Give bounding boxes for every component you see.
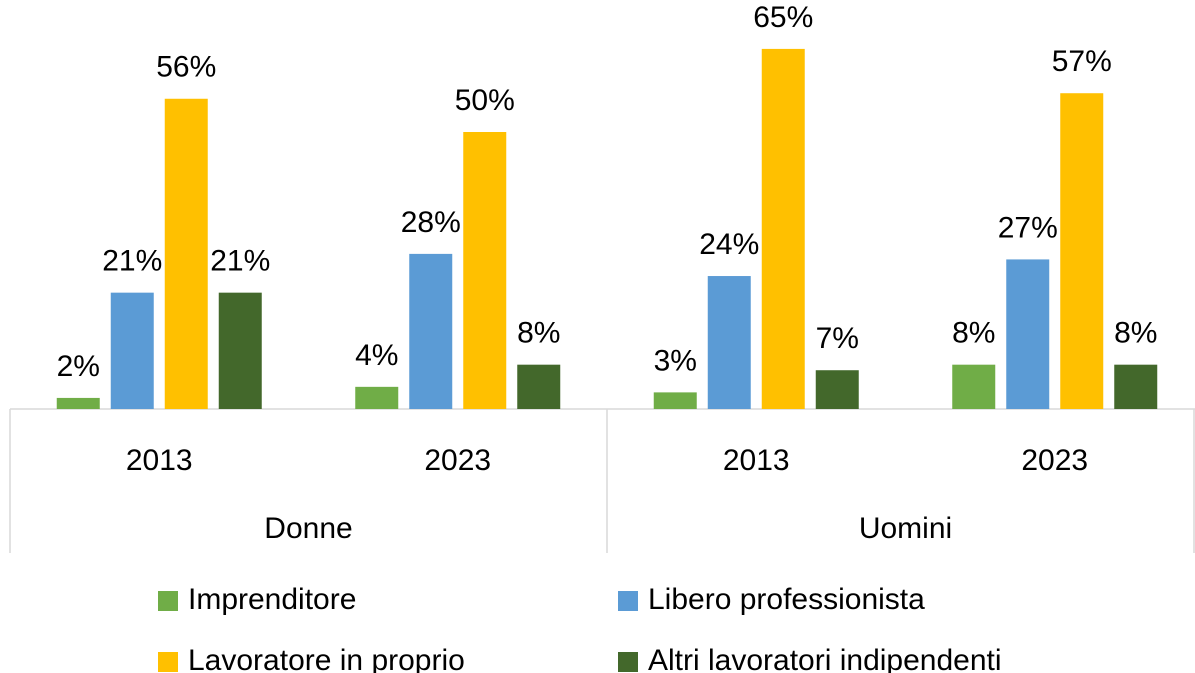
data-label: 3% (654, 344, 697, 377)
group-label: Donne (264, 512, 352, 545)
data-label: 7% (816, 322, 859, 355)
data-label: 8% (1114, 317, 1157, 350)
bar (1114, 364, 1158, 409)
bar (164, 98, 208, 409)
x-tick-label: 2023 (424, 444, 491, 477)
bar (218, 292, 262, 409)
bar (1006, 259, 1050, 409)
data-label: 8% (952, 317, 995, 350)
data-label: 2% (57, 350, 100, 383)
data-label: 57% (1052, 45, 1112, 78)
legend-label: Altri lavoratori indipendenti (648, 644, 1002, 673)
data-label: 24% (699, 228, 759, 261)
data-label: 27% (998, 211, 1058, 244)
bar (761, 48, 805, 410)
data-label: 28% (401, 206, 461, 239)
data-label: 56% (156, 51, 216, 84)
data-label: 65% (753, 1, 813, 34)
x-tick-label: 2023 (1021, 444, 1088, 477)
bar (707, 276, 751, 409)
bar (517, 364, 561, 409)
x-tick-label: 2013 (126, 444, 193, 477)
data-label: 21% (210, 245, 270, 278)
data-label: 4% (355, 339, 398, 372)
legend-label: Imprenditore (188, 583, 356, 616)
x-tick-label: 2013 (723, 444, 790, 477)
data-label: 50% (455, 84, 515, 117)
legend-swatch (618, 652, 638, 672)
bar (653, 392, 697, 409)
bar (463, 132, 507, 409)
legend-label: Lavoratore in proprio (188, 644, 465, 673)
bar (815, 370, 859, 409)
legend-swatch (158, 652, 178, 672)
legend-swatch (158, 591, 178, 611)
legend-label: Libero professionista (648, 583, 925, 616)
bar (56, 397, 100, 409)
data-label: 21% (102, 245, 162, 278)
data-label: 8% (517, 317, 560, 350)
legend-swatch (618, 591, 638, 611)
bar (110, 292, 154, 409)
bar (1060, 93, 1104, 409)
group-label: Uomini (859, 512, 952, 545)
bar (952, 364, 996, 409)
bar (355, 386, 399, 409)
bar (409, 253, 453, 409)
